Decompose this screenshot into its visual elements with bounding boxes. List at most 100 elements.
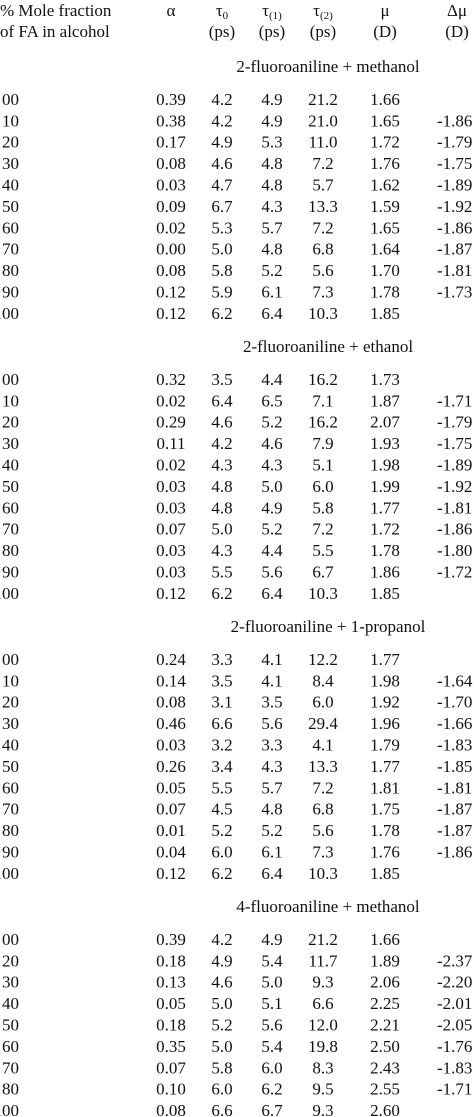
cell: 0.38 [156,111,186,130]
cell: 0.24 [156,650,186,669]
symbol: τ [216,1,223,20]
cell: -1.87 [437,240,473,259]
cell: 3.4 [211,757,233,776]
cell: 5.9 [211,283,232,302]
cell: 40 [2,176,19,195]
cell: 6.8 [312,800,333,819]
symbol: Δμ [447,1,467,20]
cell: 7.3 [312,843,333,862]
cell: 1.73 [370,370,400,389]
cell: 5.6 [261,714,282,733]
cell: 60 [2,1037,19,1056]
cell: 100 [0,1101,19,1117]
cell: 70 [2,240,19,259]
cell: 5.1 [261,994,282,1013]
cell: -1.80 [437,541,472,560]
subscript: 0 [223,10,229,22]
cell: 9.5 [312,1080,333,1099]
cell: 0.18 [156,1016,186,1035]
subscript: (1) [269,10,282,22]
cell: 5.5 [211,778,232,797]
cell: 70 [2,1058,19,1077]
cell: 4.9 [261,90,282,109]
cell: 0.10 [156,1080,186,1099]
cell: 4.8 [261,154,282,173]
cell: 10 [2,671,19,690]
cell: 5.2 [261,261,282,280]
cell: 0.14 [156,671,186,690]
cell: 21.2 [308,930,338,949]
cell: 6.0 [211,843,232,862]
column-symbol: τ0 [216,1,229,22]
cell: 13.3 [308,197,338,216]
cell: 50 [2,757,19,776]
cell: -1.85 [437,757,472,776]
cell: -2.05 [437,1016,472,1035]
cell: -1.81 [437,498,472,517]
column-unit: (ps) [259,22,285,41]
subscript: (2) [320,10,333,22]
cell: 30 [2,714,19,733]
cell: 2.50 [370,1037,400,1056]
cell: -1.75 [437,154,472,173]
cell: 0.02 [156,456,186,475]
cell: -1.86 [437,520,472,539]
cell: 0.08 [156,154,186,173]
cell: 5.3 [261,133,282,152]
cell: 6.7 [261,1101,283,1117]
cell: 12.0 [308,1016,338,1035]
cell: 30 [2,973,19,992]
cell: 1.77 [370,650,400,669]
cell: 80 [2,1080,19,1099]
cell: 4.9 [261,930,282,949]
cell: 1.62 [370,176,400,195]
cell: 1.99 [370,477,400,496]
cell: 5.0 [211,994,232,1013]
cell: 0.12 [156,283,186,302]
column-symbol: α [167,1,176,20]
cell: 0.03 [156,498,186,517]
cell: 4.9 [261,111,282,130]
cell: 4.8 [261,800,282,819]
cell: 50 [2,197,19,216]
symbol: α [167,1,176,20]
cell: 13.3 [308,757,338,776]
symbol: μ [380,1,389,20]
cell: 10.3 [308,304,338,323]
cell: 4.3 [261,197,282,216]
cell: 6.5 [261,391,282,410]
cell: 4.2 [211,111,232,130]
cell: 0.46 [156,714,186,733]
cell: -1.75 [437,434,472,453]
cell: 60 [2,218,19,237]
cell: -1.70 [437,693,472,712]
cell: 3.5 [211,370,232,389]
cell: 1.77 [370,757,400,776]
cell: -1.79 [437,413,472,432]
cell: -1.64 [437,671,473,690]
cell: 4.8 [261,176,282,195]
cell: 00 [2,930,19,949]
cell: 00 [2,370,19,389]
section-title: 2-fluoroaniline + methanol [236,57,420,76]
cell: 16.2 [308,370,338,389]
cell: 3.5 [211,671,232,690]
cell: 4.1 [261,671,282,690]
cell: 5.0 [211,1037,232,1056]
cell: 4.2 [211,434,232,453]
cell: 4.8 [211,498,232,517]
cell: 6.1 [261,843,282,862]
cell: -1.87 [437,800,473,819]
cell: 2.43 [370,1058,400,1077]
cell: 6.0 [211,1080,232,1099]
cell: 4.6 [211,154,232,173]
cell: 2.21 [370,1016,400,1035]
cell: 4.8 [211,477,232,496]
cell: 1.96 [370,714,400,733]
section-title: 4-fluoroaniline + methanol [236,897,420,916]
cell: 6.6 [312,994,333,1013]
cell: 4.9 [261,498,282,517]
cell: 0.12 [156,304,186,323]
cell: 70 [2,520,19,539]
